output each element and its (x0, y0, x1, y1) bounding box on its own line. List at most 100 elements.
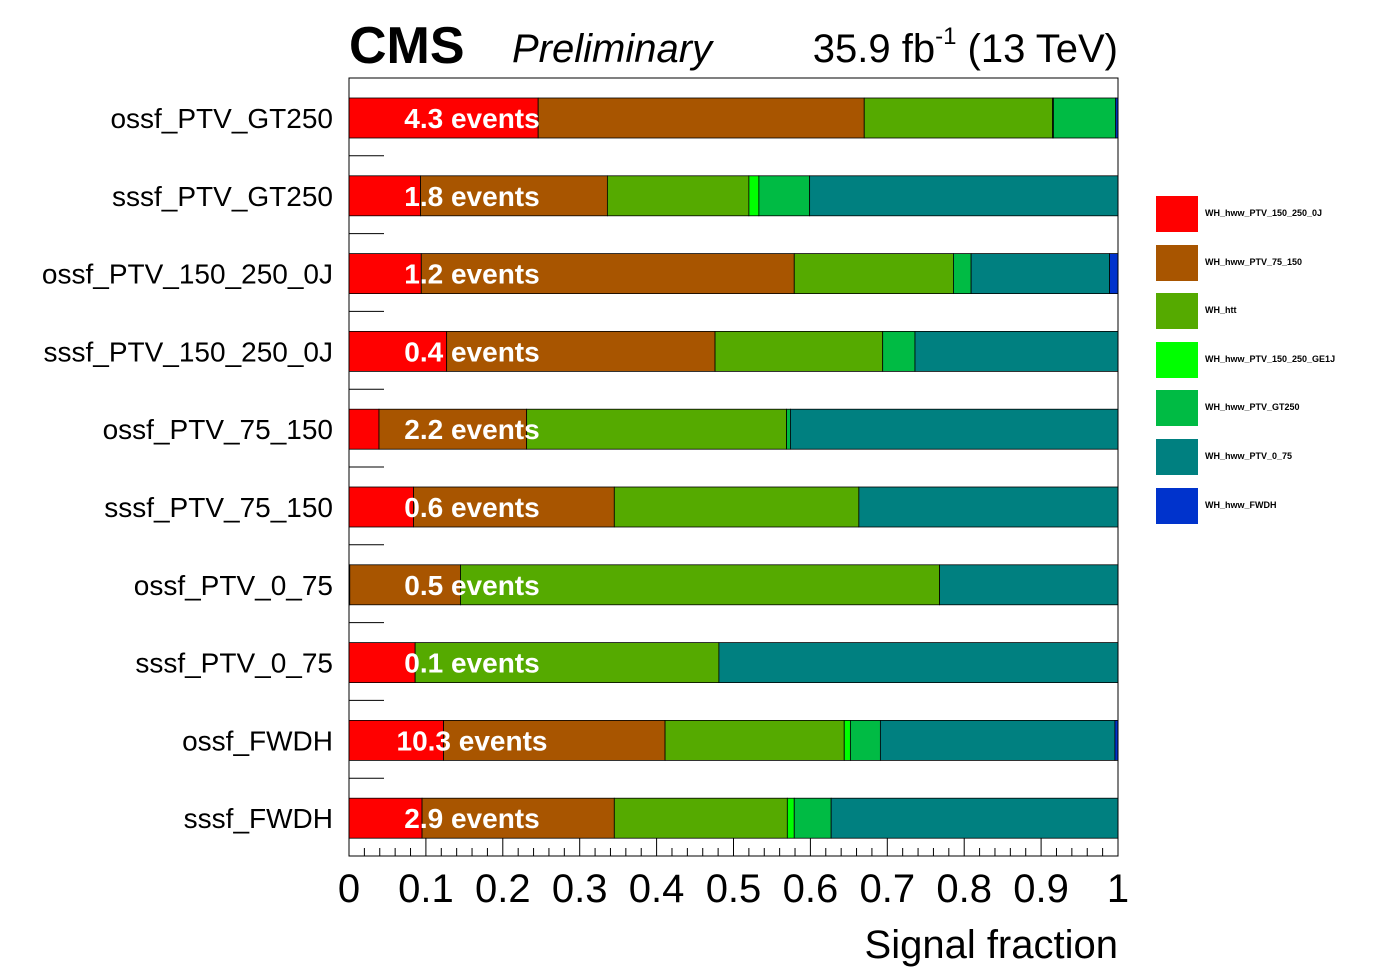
event-count-label: 1.2 events (404, 259, 539, 290)
bar-segment (537, 97, 865, 139)
legend-label: WH_hww_PTV_150_250_GE1J (1205, 353, 1336, 364)
category-label: sssf_PTV_150_250_0J (43, 336, 333, 367)
bar-segment (714, 330, 884, 372)
bar-segment (348, 253, 422, 295)
event-count-label: 0.4 events (404, 336, 539, 367)
plot-frame (348, 77, 1119, 857)
bar-segment (526, 408, 787, 450)
legend-swatch (1156, 439, 1198, 475)
bar-segment (378, 408, 528, 450)
x-tick-label: 0.7 (859, 867, 915, 911)
cms-label: CMS (349, 17, 465, 75)
event-count-label: 1.8 events (404, 181, 539, 212)
bar-segment (790, 408, 1119, 450)
bar-segment (420, 175, 608, 217)
x-tick-label: 0.8 (936, 867, 992, 911)
bar-segment (1053, 97, 1117, 139)
x-tick-label: 0.5 (706, 867, 762, 911)
bar-segment (606, 175, 750, 217)
legend-label: WH_htt (1205, 305, 1237, 316)
bar-segment (793, 253, 954, 295)
x-tick-label: 0.6 (783, 867, 839, 911)
legend-swatch (1156, 341, 1198, 378)
x-tick-label: 0.4 (629, 867, 685, 911)
x-tick-label: 1 (1107, 867, 1129, 911)
lumi-exponent: -1 (935, 23, 956, 50)
bar-segment (348, 797, 423, 839)
bar-segment (613, 486, 860, 528)
legend-item: WH_htt (1150, 293, 1390, 330)
event-labels: 4.3 events 1.8 events 1.2 events 0.4 events… (397, 103, 548, 834)
bar-segment (414, 642, 720, 683)
bar-segment (348, 720, 444, 761)
category-label: ossf_PTV_0_75 (134, 570, 333, 601)
event-count-label: 10.3 events (397, 725, 548, 756)
legend-swatch (1156, 487, 1198, 524)
bar-segment (953, 253, 972, 295)
legend-item: WH_hww_PTV_0_75 (1150, 439, 1390, 475)
legend-item: WH_hww_PTV_GT250 (1150, 390, 1390, 427)
bar-segment (748, 175, 760, 217)
x-tick-label: 0.9 (1013, 867, 1069, 911)
x-tick-label: 0.3 (552, 867, 608, 911)
preliminary-label: Preliminary (512, 27, 715, 71)
bar-segment (939, 564, 1119, 606)
bar-segment (786, 408, 791, 450)
lumi-label: 35.9 fb-1 (13 TeV) (813, 23, 1118, 71)
bar-segment (1109, 253, 1119, 295)
lumi-energy: (13 TeV) (956, 27, 1118, 71)
event-count-label: 0.6 events (404, 492, 539, 523)
legend-swatch (1156, 196, 1198, 232)
bar-segment (664, 720, 845, 761)
bar-segment (348, 330, 448, 372)
row-separators (349, 155, 384, 779)
bar-segment (348, 642, 416, 683)
bar-segment (849, 720, 881, 761)
category-label: ossf_PTV_150_250_0J (42, 259, 333, 290)
legend-label: WH_hww_PTV_0_75 (1205, 451, 1293, 461)
x-tick-label: 0.2 (475, 867, 531, 911)
legend-item: WH_hww_PTV_75_150 (1150, 244, 1390, 281)
event-count-label: 0.1 events (404, 648, 539, 679)
bar-segment (786, 797, 795, 839)
bar-segment (914, 330, 1119, 372)
bar-segment (413, 486, 615, 528)
bar-segment (843, 720, 851, 761)
x-axis: 0 0.1 0.2 0.3 0.4 0.5 0.6 0.7 0.8 0.9 1 (338, 838, 1129, 911)
bar-segment (830, 797, 1119, 839)
bar-segment (420, 253, 795, 295)
legend-swatch (1156, 244, 1198, 281)
event-count-label: 4.3 events (404, 103, 539, 134)
category-label: ossf_PTV_75_150 (103, 414, 333, 445)
category-label: ossf_FWDH (182, 725, 333, 756)
legend-item: WH_hww_FWDH (1150, 487, 1390, 524)
bar-segment (613, 797, 788, 839)
legend-item: WH_hww_PTV_150_250_0J (1150, 196, 1390, 232)
bar-segment (970, 253, 1110, 295)
category-label: sssf_FWDH (184, 803, 333, 834)
bar-segment (882, 330, 916, 372)
legend-label: WH_hww_PTV_150_250_0J (1205, 208, 1323, 218)
category-label: ossf_PTV_GT250 (110, 103, 333, 134)
lumi-main: 35.9 fb (813, 27, 935, 71)
x-tick-label: 0.1 (398, 867, 454, 911)
bar-segment (349, 564, 461, 606)
legend-swatch (1156, 390, 1198, 427)
bar-segment (858, 486, 1119, 528)
bar-segment (863, 97, 1054, 139)
legend-label: WH_hww_FWDH (1205, 499, 1277, 510)
event-count-label: 2.2 events (404, 414, 539, 445)
category-label: sssf_PTV_75_150 (104, 492, 333, 523)
category-label: sssf_PTV_0_75 (135, 648, 333, 679)
event-count-label: 2.9 events (404, 803, 539, 834)
bar-segment (443, 720, 666, 761)
bar-segment (809, 175, 1119, 217)
bar-segment (758, 175, 811, 217)
category-labels: ossf_PTV_GT250 sssf_PTV_GT250 ossf_PTV_150… (42, 103, 333, 834)
x-tick-label: 0 (338, 867, 360, 911)
bar-segment (793, 797, 832, 839)
bar-segment (348, 408, 380, 450)
legend-swatch (1156, 293, 1198, 330)
bar-segment (421, 797, 615, 839)
